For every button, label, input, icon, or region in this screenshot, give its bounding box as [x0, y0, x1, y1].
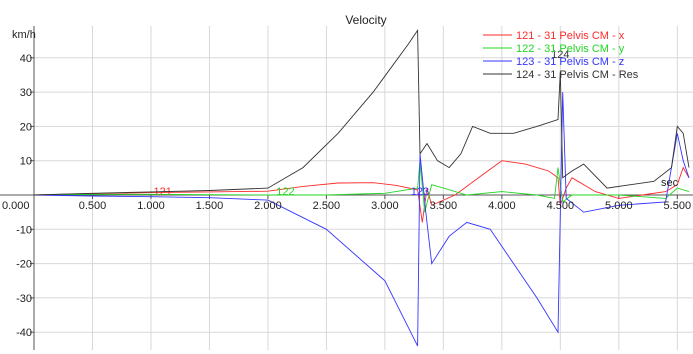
x-tick-label: 0.000 [2, 200, 30, 212]
legend-entry: 121 - 31 Pelvis CM - x [516, 30, 625, 42]
chart-title: Velocity [345, 13, 386, 27]
legend-entry: 123 - 31 Pelvis CM - z [516, 56, 624, 68]
series-marker-label: 123 [411, 186, 429, 198]
tick-labels: 0.000 0.500 1.000 1.500 2.000 2.500 3.000 3.500… [2, 53, 691, 339]
series-line-122 [33, 160, 690, 213]
series-line-123 [33, 92, 690, 347]
y-tick-label: -10 [16, 224, 32, 236]
y-axis-label: km/h [12, 29, 36, 41]
series-marker-label: 122 [276, 186, 294, 198]
grid [34, 26, 693, 350]
x-tick-label: 3.500 [430, 200, 458, 212]
x-tick-label: 4.000 [488, 200, 516, 212]
x-tick-label: 2.000 [254, 200, 282, 212]
x-tick-label: 3.000 [371, 200, 399, 212]
legend-entry: 122 - 31 Pelvis CM - y [516, 43, 625, 55]
series-marker-label: 124 [551, 49, 569, 61]
series-line-124 [33, 28, 690, 196]
x-tick-label: 5.000 [605, 200, 633, 212]
y-tick-label: -20 [16, 259, 32, 271]
x-tick-label: 2.500 [313, 200, 341, 212]
series-line-121 [33, 160, 690, 223]
x-tick-label: 1.500 [196, 200, 224, 212]
y-tick-label: 10 [20, 156, 32, 168]
x-tick-label: 0.500 [79, 200, 107, 212]
x-tick-label: 1.000 [137, 200, 165, 212]
y-tick-label: 40 [20, 53, 32, 65]
y-tick-label: -30 [16, 293, 32, 305]
legend-entry: 124 - 31 Pelvis CM - Res [516, 69, 639, 81]
x-axis-label: sec [661, 177, 679, 189]
y-tick-label: 20 [20, 121, 32, 133]
x-tick-label: 4.500 [547, 200, 575, 212]
y-tick-label: -40 [16, 327, 32, 339]
y-tick-label: 30 [20, 87, 32, 99]
x-tick-label: 5.500 [664, 200, 692, 212]
